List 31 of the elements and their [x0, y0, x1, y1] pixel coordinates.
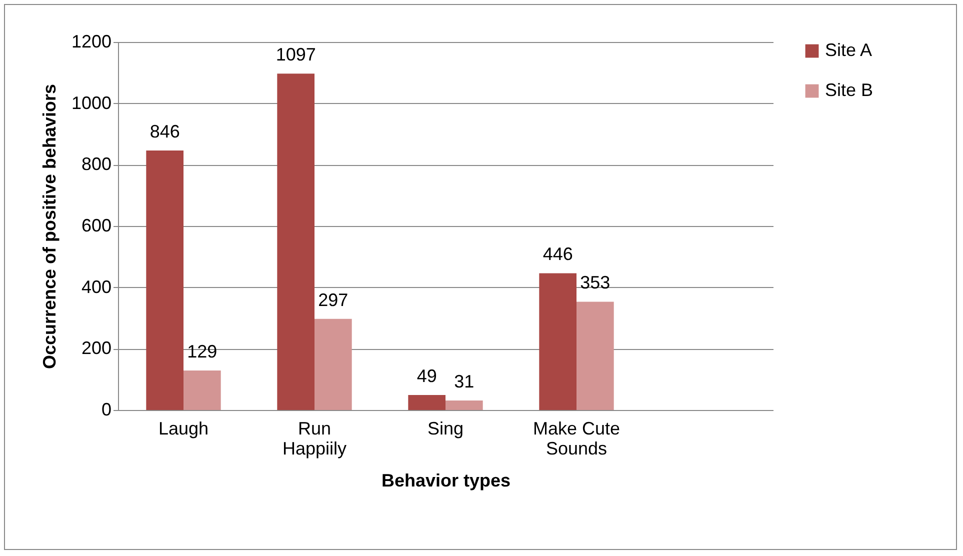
bar — [277, 74, 314, 410]
bar — [314, 318, 352, 410]
data-label: 129 — [187, 341, 218, 362]
y-tick-label: 400 — [81, 276, 112, 297]
x-axis-title: Behavior types — [381, 470, 511, 490]
bar — [539, 273, 576, 410]
x-tick-label: Laugh — [158, 418, 209, 438]
data-label: 1097 — [276, 44, 316, 65]
y-tick-label: 1200 — [71, 32, 112, 52]
bar — [408, 394, 446, 410]
data-label: 49 — [416, 366, 437, 386]
y-axis-title: Occurrence of positive behaviors — [39, 84, 60, 370]
y-tick-label: 200 — [81, 338, 112, 358]
bar — [146, 150, 184, 410]
bar — [576, 302, 614, 410]
data-label: 446 — [542, 244, 573, 264]
bar — [446, 400, 483, 410]
x-tick-label: Make Cute Sounds — [532, 418, 620, 458]
data-label: 31 — [454, 371, 474, 392]
x-tick-label: Run Happiily — [282, 418, 347, 458]
legend-label: Site A — [825, 40, 872, 60]
data-label: 846 — [150, 122, 180, 142]
x-tick-label: Sing — [427, 418, 464, 438]
data-label: 297 — [318, 290, 348, 310]
y-tick-label: 1000 — [71, 92, 112, 113]
legend-label: Site B — [825, 80, 874, 100]
bar — [184, 370, 221, 410]
y-tick-label: 0 — [101, 400, 112, 420]
y-tick-label: 600 — [81, 216, 112, 236]
y-tick-label: 800 — [81, 154, 112, 174]
data-label: 353 — [580, 272, 610, 293]
